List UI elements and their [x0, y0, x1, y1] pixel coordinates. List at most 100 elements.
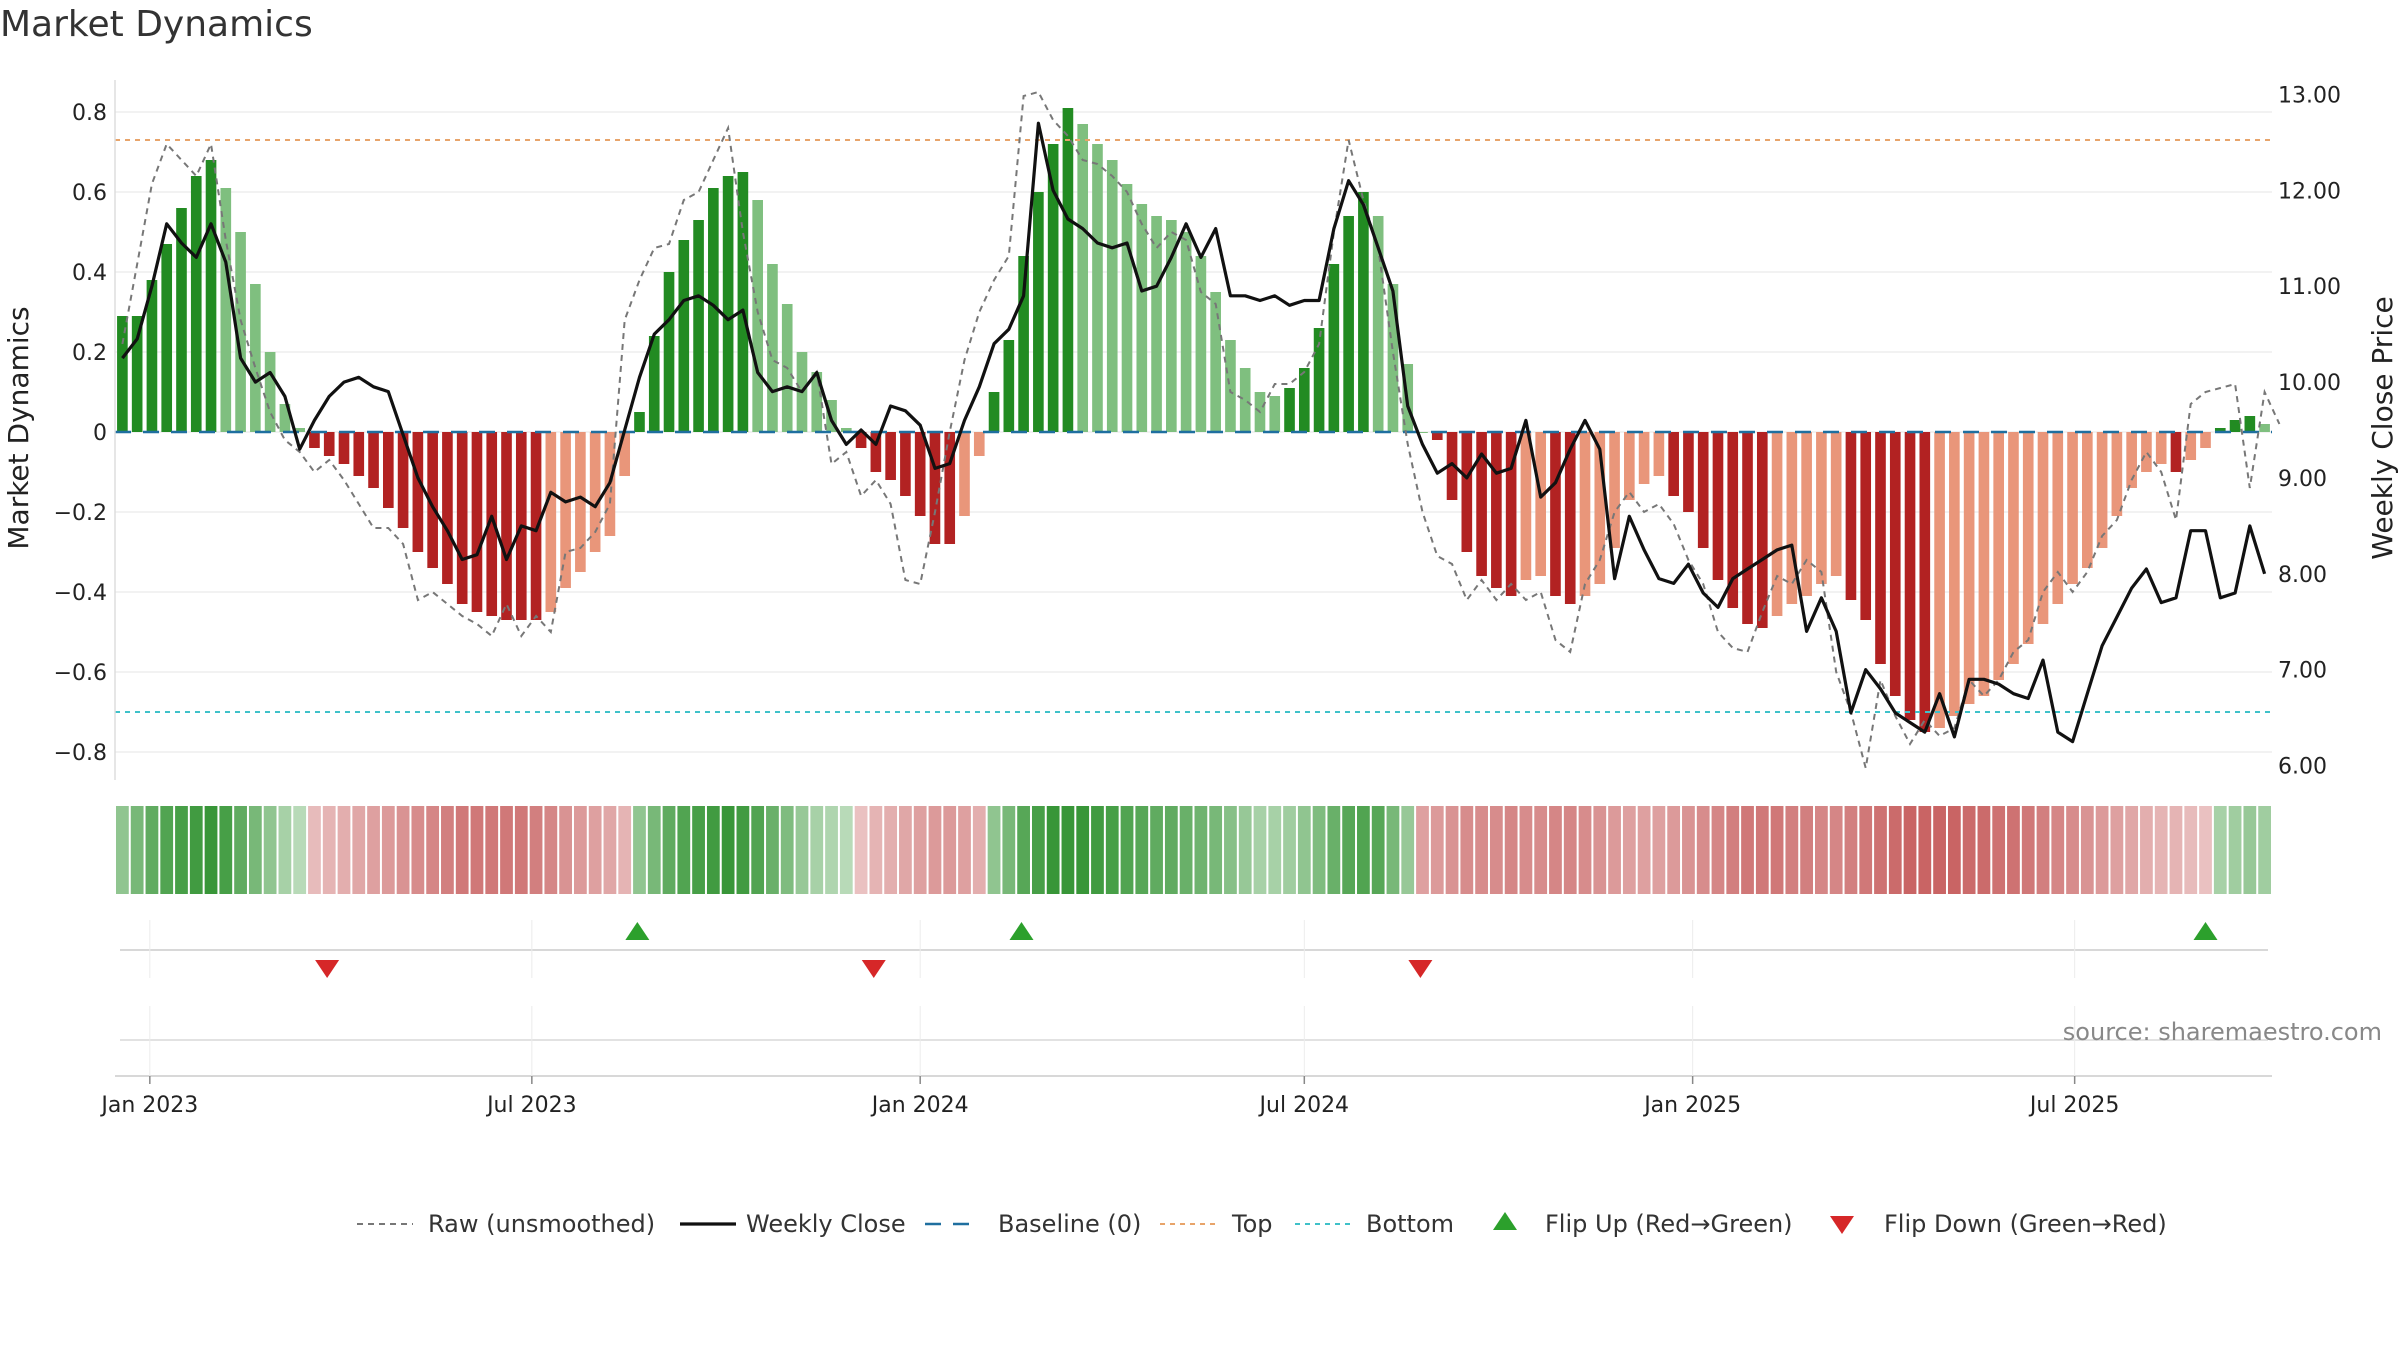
regime-cell [1593, 806, 1607, 894]
y-left-tick-label: −0.2 [54, 501, 107, 526]
dynamics-bar [1491, 432, 1502, 588]
dynamics-bar [323, 432, 335, 456]
y-left-tick-label: 0 [93, 421, 107, 446]
dynamics-bar [530, 432, 542, 620]
dynamics-bar [1638, 432, 1650, 484]
regime-cell [263, 806, 277, 894]
dynamics-bar [619, 432, 631, 476]
regime-cell [603, 806, 617, 894]
dynamics-bar [1417, 432, 1428, 433]
dynamics-bar [1180, 232, 1192, 432]
regime-cell [1445, 806, 1459, 894]
regime-cell [1460, 806, 1474, 894]
regime-cell [1475, 806, 1488, 894]
regime-cell [1977, 806, 1991, 894]
flip-up-marker [625, 922, 650, 940]
legend-label: Top [1231, 1210, 1273, 1238]
dynamics-bar [885, 432, 896, 480]
dynamics-bar [1949, 432, 1960, 716]
regime-cell [2110, 806, 2124, 894]
dynamics-bar [914, 432, 926, 516]
axes: 0.8 0.6 0.4 0.2 0 −0.2 −0.4 −0.6 −0.8 13.00 12.00 1… [54, 80, 2341, 780]
regime-cell [1549, 806, 1562, 894]
dynamics-bar [1845, 432, 1857, 600]
regime-cell [633, 806, 646, 894]
dynamics-bar [722, 176, 734, 432]
dynamics-bar [1727, 432, 1739, 608]
regime-cell [1800, 806, 1814, 894]
flip-up-marker [2193, 922, 2218, 940]
dynamics-bar [1358, 192, 1369, 432]
dynamics-bar [1786, 432, 1798, 604]
regime-cell [677, 806, 691, 894]
regime-cell [1401, 806, 1415, 894]
regime-cell [2140, 806, 2153, 894]
regime-cell [293, 806, 307, 894]
dynamics-bar [1520, 432, 1532, 580]
y-left-tick-label: 0.2 [72, 341, 107, 366]
regime-cell [514, 806, 528, 894]
regime-cell [1268, 806, 1282, 894]
dynamics-bar [131, 316, 143, 432]
regime-cell [1652, 806, 1666, 894]
regime-cell [1150, 806, 1163, 894]
dynamics-bar [1816, 432, 1827, 584]
legend-label: Flip Down (Green→Red) [1884, 1210, 2167, 1238]
legend-swatch [1493, 1212, 1517, 1230]
regime-cell [396, 806, 410, 894]
dynamics-bar [146, 280, 158, 432]
dynamics-bar [1328, 264, 1340, 432]
dynamics-bar [1018, 256, 1029, 432]
y-right-tick-label: 7.00 [2278, 659, 2327, 684]
regime-cell [470, 806, 484, 894]
regime-cell [2184, 806, 2198, 894]
regime-cell [1637, 806, 1651, 894]
regime-cell [189, 806, 203, 894]
dynamics-bar [176, 208, 187, 432]
legend-swatch [1830, 1216, 1854, 1234]
regime-cell [381, 806, 395, 894]
regime-cell [588, 806, 602, 894]
dynamics-bar [944, 432, 956, 544]
dynamics-bar [1003, 340, 1015, 432]
dynamics-bar [1284, 388, 1295, 432]
regime-cell [1815, 806, 1828, 894]
regime-cell [2080, 806, 2094, 894]
regime-cell [278, 806, 292, 894]
regime-cell [367, 806, 380, 894]
y-right-tick-label: 11.00 [2278, 275, 2341, 300]
dynamics-bar [1166, 220, 1177, 432]
dynamics-bar [1860, 432, 1872, 620]
dynamics-bar [1609, 432, 1620, 548]
regime-cell [1682, 806, 1695, 894]
dynamics-bar [855, 432, 867, 448]
legend-label: Raw (unsmoothed) [428, 1210, 655, 1238]
regime-cell [1357, 806, 1370, 894]
dynamics-bar [1889, 432, 1901, 696]
chart-title: Market Dynamics [0, 4, 313, 45]
dynamics-bar [575, 432, 586, 572]
regime-cell [1741, 806, 1754, 894]
dynamics-bar [1934, 432, 1945, 728]
dynamics-bar [737, 172, 749, 432]
dynamics-bar [900, 432, 911, 496]
dynamics-bar [678, 240, 690, 432]
dynamics-bar [1298, 368, 1310, 432]
regime-cell [2021, 806, 2035, 894]
y-left-tick-label: −0.8 [54, 741, 107, 766]
regime-cell [1312, 806, 1326, 894]
dynamics-bar [2200, 432, 2211, 448]
dynamics-bar [250, 284, 261, 432]
dynamics-bar [1712, 432, 1724, 580]
dynamics-bar [1505, 432, 1517, 596]
regime-cell [1253, 806, 1267, 894]
dynamics-bar [1550, 432, 1561, 596]
dynamics-bar [2141, 432, 2152, 472]
dynamics-bar [1106, 160, 1118, 432]
dynamics-bar [205, 160, 217, 432]
regime-cell [1829, 806, 1843, 894]
dynamics-bar [1624, 432, 1635, 500]
dynamics-bar [1919, 432, 1931, 732]
regime-cell [1489, 806, 1503, 894]
